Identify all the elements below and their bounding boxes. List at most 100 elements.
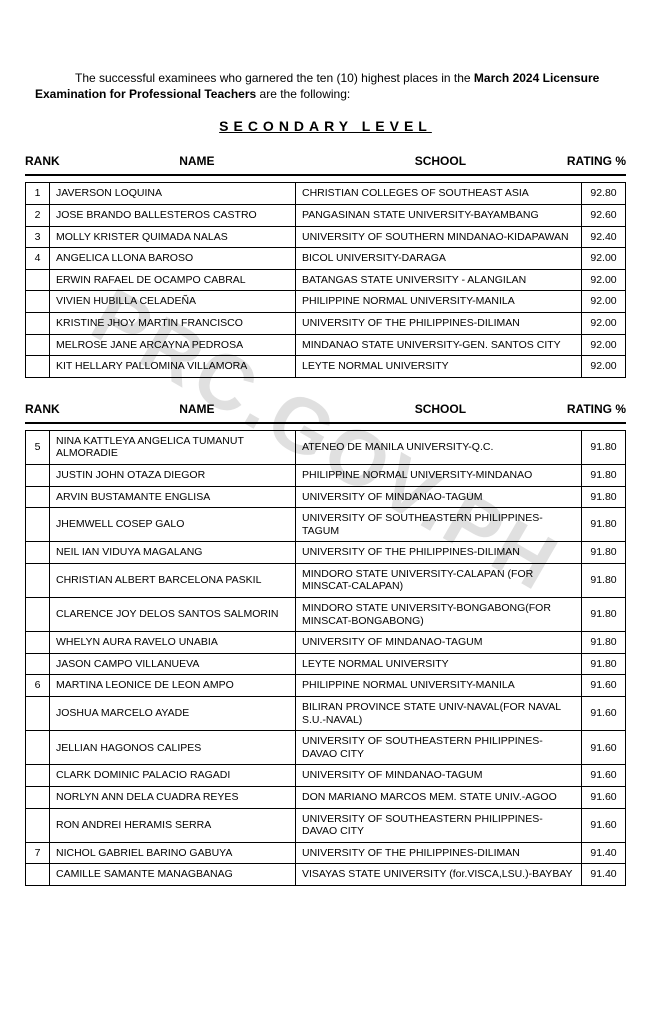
cell-name: RON ANDREI HERAMIS SERRA [50, 808, 296, 842]
intro-paragraph: The successful examinees who garnered th… [35, 70, 616, 102]
cell-school: VISAYAS STATE UNIVERSITY (for.VISCA,LSU.… [296, 864, 582, 886]
table-row: 1JAVERSON LOQUINACHRISTIAN COLLEGES OF S… [26, 183, 626, 205]
cell-rating: 92.00 [582, 334, 626, 356]
cell-rank [26, 542, 50, 564]
table-row: 3MOLLY KRISTER QUIMADA NALASUNIVERSITY O… [26, 226, 626, 248]
cell-rank: 7 [26, 842, 50, 864]
cell-rating: 91.60 [582, 731, 626, 765]
cell-school: UNIVERSITY OF THE PHILIPPINES-DILIMAN [296, 312, 582, 334]
cell-school: PHILIPPINE NORMAL UNIVERSITY-MANILA [296, 291, 582, 313]
cell-rank: 5 [26, 430, 50, 464]
cell-rank: 4 [26, 248, 50, 270]
header-rating: RATING % [554, 402, 626, 416]
table-row: CLARK DOMINIC PALACIO RAGADIUNIVERSITY O… [26, 765, 626, 787]
cell-rating: 91.60 [582, 697, 626, 731]
results-table-1: 1JAVERSON LOQUINACHRISTIAN COLLEGES OF S… [25, 182, 626, 377]
header-school: SCHOOL [327, 402, 554, 416]
cell-rating: 91.80 [582, 598, 626, 632]
cell-rating: 92.00 [582, 291, 626, 313]
cell-name: NORLYN ANN DELA CUADRA REYES [50, 787, 296, 809]
intro-prefix: The successful examinees who garnered th… [75, 71, 474, 85]
cell-rank [26, 508, 50, 542]
table-row: CHRISTIAN ALBERT BARCELONA PASKILMINDORO… [26, 563, 626, 597]
level-title: SECONDARY LEVEL [25, 118, 626, 134]
cell-name: KIT HELLARY PALLOMINA VILLAMORA [50, 356, 296, 378]
cell-rating: 91.80 [582, 542, 626, 564]
table-row: 5NINA KATTLEYA ANGELICA TUMANUT ALMORADI… [26, 430, 626, 464]
header-name: NAME [67, 154, 327, 168]
cell-rating: 91.60 [582, 675, 626, 697]
cell-rank [26, 697, 50, 731]
column-headers: RANK NAME SCHOOL RATING % [25, 150, 626, 176]
table-row: 4ANGELICA LLONA BAROSOBICOL UNIVERSITY-D… [26, 248, 626, 270]
cell-name: CHRISTIAN ALBERT BARCELONA PASKIL [50, 563, 296, 597]
cell-name: JELLIAN HAGONOS CALIPES [50, 731, 296, 765]
cell-rating: 91.80 [582, 508, 626, 542]
cell-school: PANGASINAN STATE UNIVERSITY-BAYAMBANG [296, 204, 582, 226]
table-row: ARVIN BUSTAMANTE ENGLISAUNIVERSITY OF MI… [26, 486, 626, 508]
cell-school: MINDANAO STATE UNIVERSITY-GEN. SANTOS CI… [296, 334, 582, 356]
cell-rank [26, 864, 50, 886]
cell-name: JAVERSON LOQUINA [50, 183, 296, 205]
results-table-2: 5NINA KATTLEYA ANGELICA TUMANUT ALMORADI… [25, 430, 626, 886]
cell-name: NICHOL GABRIEL BARINO GABUYA [50, 842, 296, 864]
cell-school: MINDORO STATE UNIVERSITY-CALAPAN (FOR MI… [296, 563, 582, 597]
cell-name: MELROSE JANE ARCAYNA PEDROSA [50, 334, 296, 356]
cell-rank: 3 [26, 226, 50, 248]
header-school: SCHOOL [327, 154, 554, 168]
table-row: 2JOSE BRANDO BALLESTEROS CASTROPANGASINA… [26, 204, 626, 226]
cell-rank [26, 269, 50, 291]
table-row: KRISTINE JHOY MARTIN FRANCISCOUNIVERSITY… [26, 312, 626, 334]
cell-name: VIVIEN HUBILLA CELADEÑA [50, 291, 296, 313]
cell-school: UNIVERSITY OF THE PHILIPPINES-DILIMAN [296, 542, 582, 564]
cell-rating: 91.60 [582, 808, 626, 842]
table-row: JELLIAN HAGONOS CALIPESUNIVERSITY OF SOU… [26, 731, 626, 765]
cell-school: UNIVERSITY OF MINDANAO-TAGUM [296, 765, 582, 787]
cell-school: UNIVERSITY OF SOUTHEASTERN PHILIPPINES-T… [296, 508, 582, 542]
cell-rating: 91.60 [582, 787, 626, 809]
cell-rank [26, 632, 50, 654]
cell-name: CLARENCE JOY DELOS SANTOS SALMORIN [50, 598, 296, 632]
cell-rating: 92.80 [582, 183, 626, 205]
table-row: VIVIEN HUBILLA CELADEÑAPHILIPPINE NORMAL… [26, 291, 626, 313]
cell-rating: 92.00 [582, 269, 626, 291]
cell-rank: 6 [26, 675, 50, 697]
table-row: CLARENCE JOY DELOS SANTOS SALMORINMINDOR… [26, 598, 626, 632]
cell-rank [26, 787, 50, 809]
cell-school: BILIRAN PROVINCE STATE UNIV-NAVAL(FOR NA… [296, 697, 582, 731]
cell-school: BATANGAS STATE UNIVERSITY - ALANGILAN [296, 269, 582, 291]
table-row: 6MARTINA LEONICE DE LEON AMPOPHILIPPINE … [26, 675, 626, 697]
cell-rating: 92.00 [582, 312, 626, 334]
table-row: WHELYN AURA RAVELO UNABIAUNIVERSITY OF M… [26, 632, 626, 654]
cell-school: UNIVERSITY OF MINDANAO-TAGUM [296, 486, 582, 508]
table-row: JUSTIN JOHN OTAZA DIEGORPHILIPPINE NORMA… [26, 464, 626, 486]
cell-name: JOSE BRANDO BALLESTEROS CASTRO [50, 204, 296, 226]
cell-school: UNIVERSITY OF SOUTHERN MINDANAO-KIDAPAWA… [296, 226, 582, 248]
cell-school: BICOL UNIVERSITY-DARAGA [296, 248, 582, 270]
cell-school: PHILIPPINE NORMAL UNIVERSITY-MINDANAO [296, 464, 582, 486]
cell-school: UNIVERSITY OF SOUTHEASTERN PHILIPPINES-D… [296, 808, 582, 842]
cell-rating: 91.80 [582, 632, 626, 654]
cell-rank [26, 765, 50, 787]
cell-name: JHEMWELL COSEP GALO [50, 508, 296, 542]
cell-rank [26, 312, 50, 334]
cell-name: ERWIN RAFAEL DE OCAMPO CABRAL [50, 269, 296, 291]
cell-school: PHILIPPINE NORMAL UNIVERSITY-MANILA [296, 675, 582, 697]
cell-rank [26, 356, 50, 378]
cell-rating: 91.80 [582, 430, 626, 464]
cell-name: JASON CAMPO VILLANUEVA [50, 653, 296, 675]
cell-school: DON MARIANO MARCOS MEM. STATE UNIV.-AGOO [296, 787, 582, 809]
table-row: NORLYN ANN DELA CUADRA REYESDON MARIANO … [26, 787, 626, 809]
header-rank: RANK [25, 154, 67, 168]
cell-rating: 91.40 [582, 842, 626, 864]
cell-rating: 91.80 [582, 486, 626, 508]
cell-school: MINDORO STATE UNIVERSITY-BONGABONG(FOR M… [296, 598, 582, 632]
cell-rating: 92.60 [582, 204, 626, 226]
cell-rating: 91.80 [582, 653, 626, 675]
cell-name: NEIL IAN VIDUYA MAGALANG [50, 542, 296, 564]
table-row: 7NICHOL GABRIEL BARINO GABUYAUNIVERSITY … [26, 842, 626, 864]
table-row: RON ANDREI HERAMIS SERRAUNIVERSITY OF SO… [26, 808, 626, 842]
cell-name: MARTINA LEONICE DE LEON AMPO [50, 675, 296, 697]
column-headers: RANK NAME SCHOOL RATING % [25, 398, 626, 424]
cell-rank [26, 464, 50, 486]
